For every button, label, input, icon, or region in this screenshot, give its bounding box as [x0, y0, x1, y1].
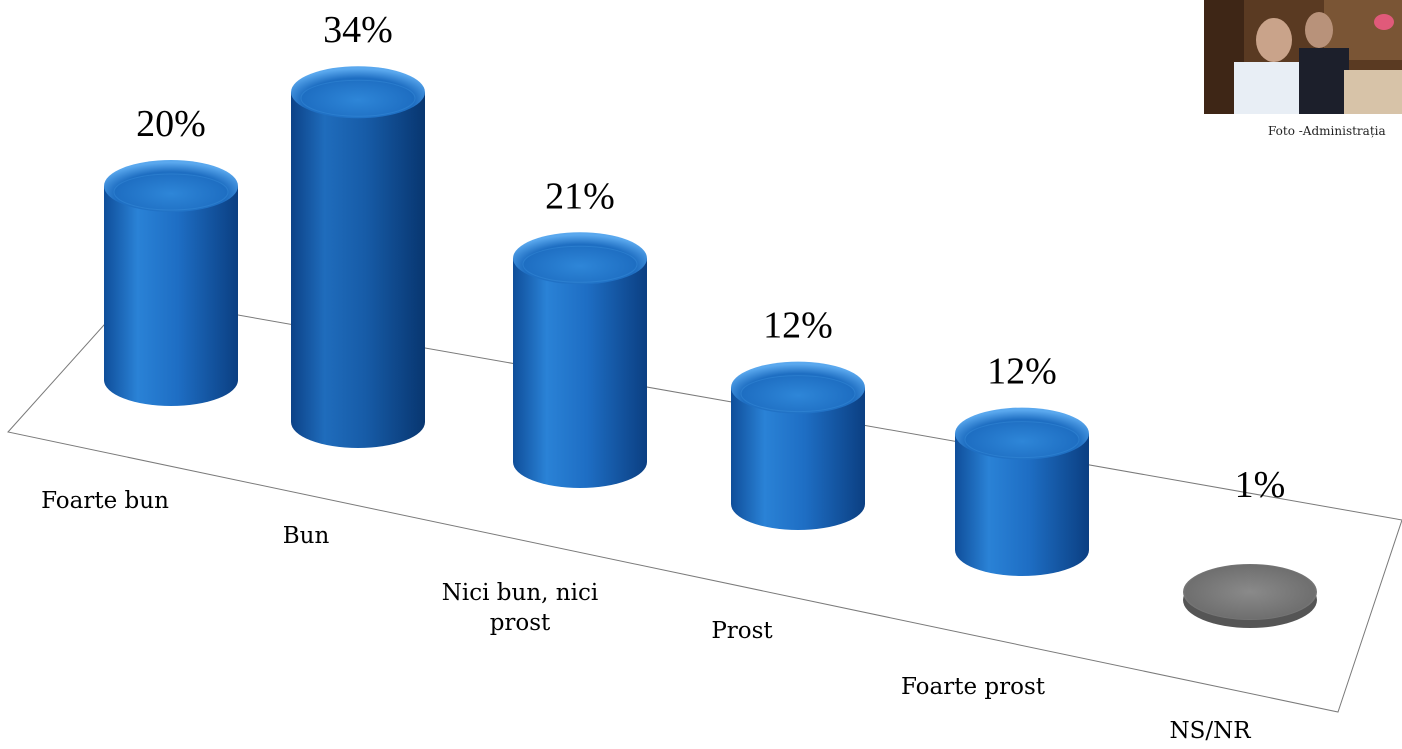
value-label: 12% [763, 305, 833, 347]
bar-foarte-prost [955, 407, 1089, 576]
category-label: Bun [283, 523, 330, 549]
bar-foarte-bun [104, 160, 238, 406]
value-label: 34% [323, 9, 393, 51]
category-label: NS/NR [1169, 718, 1251, 744]
value-label: 20% [136, 103, 206, 145]
category-labels-group: Foarte bun Bun Nici bun, nici prost Prost Foa… [41, 488, 1251, 744]
bars-group [104, 66, 1317, 628]
value-label: 12% [987, 351, 1057, 393]
category-label: Foarte bun [41, 488, 169, 514]
category-label: Nici bun, nici prost [442, 580, 598, 636]
bar-prost [731, 361, 865, 530]
corner-photo [1204, 0, 1402, 114]
bar-ns-nr [1183, 564, 1317, 628]
photo-caption: Foto -Administrația [1268, 124, 1386, 138]
bar-nici-bun-nici-prost [513, 232, 647, 488]
value-label: 21% [545, 175, 615, 217]
category-label: Foarte prost [901, 674, 1046, 700]
bar-bun [291, 66, 425, 448]
category-label: Prost [711, 618, 773, 644]
value-labels-group: 20% 34% 21% 12% 12% 1% [136, 9, 1285, 506]
value-label: 1% [1235, 464, 1286, 506]
